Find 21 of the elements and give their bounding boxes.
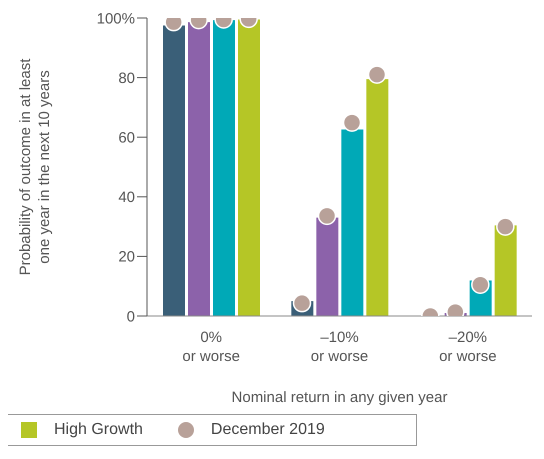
bar — [188, 22, 210, 316]
y-tick-label: 20 — [118, 248, 135, 266]
y-axis-title: Probability of outcome in at least one year in the next 10 years — [17, 58, 53, 276]
y-tick-label: 80 — [118, 70, 135, 87]
x-tick-label: –20% or worse — [439, 329, 497, 365]
bar — [213, 20, 235, 316]
legend-label: December 2019 — [210, 421, 325, 439]
bar — [366, 79, 388, 316]
x-tick-label: 0% or worse — [182, 329, 240, 365]
y-tick-label: 0 — [126, 308, 135, 326]
bar — [341, 129, 364, 316]
legend-label: High Growth — [54, 421, 143, 439]
y-tick-label: 100% — [96, 10, 135, 28]
x-axis-title: Nominal return in any given year — [232, 389, 448, 406]
y-tick-label: 40 — [118, 189, 135, 206]
bar — [494, 225, 517, 316]
x-tick-label: –10% or worse — [310, 329, 368, 365]
bar — [238, 19, 260, 316]
y-tick-label: 60 — [118, 130, 135, 147]
bar — [163, 25, 185, 316]
bar — [316, 218, 338, 316]
